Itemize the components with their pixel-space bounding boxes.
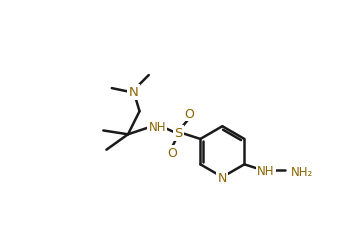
Text: O: O (184, 108, 194, 120)
Text: NH₂: NH₂ (291, 165, 313, 178)
Text: S: S (175, 127, 183, 140)
Text: O: O (168, 147, 178, 160)
Text: N: N (129, 86, 138, 99)
Text: NH: NH (149, 121, 166, 133)
Text: N: N (218, 171, 227, 184)
Text: NH: NH (257, 164, 275, 177)
